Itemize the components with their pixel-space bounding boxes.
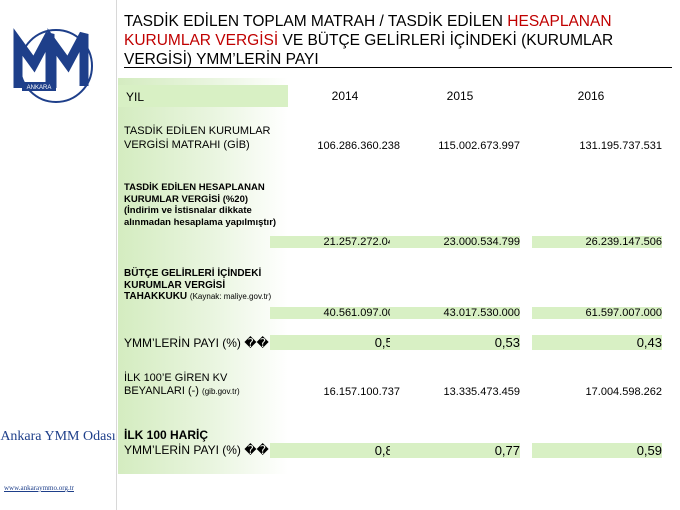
row-label-ilk-100-source: (gib.gov.tr) <box>202 387 240 396</box>
sidebar: ANKARA Ankara YMM Odası www.ankaraymmo.o… <box>0 0 117 510</box>
org-url-link[interactable]: www.ankaraymmo.org.tr <box>4 484 74 492</box>
header-year-2016: 2016 <box>577 89 605 103</box>
row-ymm-payi-2015: 0,53 <box>390 335 520 350</box>
row-label-ilk-100: İLK 100’E GİREN KV BEYANLARI (-) (gib.go… <box>124 372 274 398</box>
row-label-hesaplanan-kv: TASDİK EDİLEN HESAPLANAN KURUMLAR VERGİS… <box>124 182 277 228</box>
row-label-ymm-payi: YMM’LERİN PAYI (%) �� <box>124 336 269 350</box>
header-year-2014: 2014 <box>331 89 359 103</box>
row-ilk-100-2014: 16.157.100.737 <box>323 386 400 398</box>
title-part-2: VE BÜTÇE GELİRLERİ İÇİNDEKİ (KURUMLAR VE… <box>124 32 614 68</box>
title-divider <box>124 67 672 68</box>
title-part-1: TASDİK EDİLEN TOPLAM MATRAH / TASDİK EDİ… <box>124 13 508 30</box>
row-ymm-payi-2014: 0,52 <box>270 335 400 350</box>
row-ymm-payi-2016: 0,43 <box>532 335 662 350</box>
row-label-ilk-100-haric: İLK 100 HARİÇ YMM’LERİN PAYI (%) �� <box>124 428 269 458</box>
header-year-2015: 2015 <box>446 89 474 103</box>
row-label-butce-kv: BÜTÇE GELİRLERİ İÇİNDEKİ KURUMLAR VERGİS… <box>124 268 284 303</box>
row-matrah-2015: 115.002.673.997 <box>438 140 520 152</box>
label-column-background <box>118 78 288 474</box>
row-matrah-2014: 106.286.360.238 <box>317 140 400 152</box>
header-label: YIL <box>126 90 145 104</box>
row-hesaplanan-kv-2016: 26.239.147.506 <box>532 236 662 248</box>
row-label-ilk-100-haric-line1: İLK 100 HARİÇ <box>124 428 209 442</box>
row-butce-kv-2016: 61.597.007.000 <box>532 307 662 319</box>
row-matrah-2016: 131.195.737.531 <box>579 140 662 152</box>
row-butce-kv-2015: 43.017.530.000 <box>390 307 520 319</box>
header-highlight <box>118 85 288 107</box>
ankara-ymm-logo: ANKARA <box>13 28 93 103</box>
row-ilk-100-haric-2015: 0,77 <box>390 443 520 458</box>
row-label-matrah: TASDİK EDİLEN KURUMLAR VERGİSİ MATRAHI (… <box>124 125 271 151</box>
row-hesaplanan-kv-2015: 23.000.534.799 <box>390 236 520 248</box>
row-label-ilk-100-haric-line2: YMM’LERİN PAYI (%) �� <box>124 443 269 457</box>
row-ilk-100-2015: 13.335.473.459 <box>443 386 520 398</box>
row-hesaplanan-kv-2014: 21.257.272.048 <box>270 236 400 248</box>
row-label-butce-kv-text: BÜTÇE GELİRLERİ İÇİNDEKİ KURUMLAR VERGİS… <box>124 268 262 302</box>
page-title: TASDİK EDİLEN TOPLAM MATRAH / TASDİK EDİ… <box>124 12 672 69</box>
row-butce-kv-2014: 40.561.097.000 <box>270 307 400 319</box>
logo-text: ANKARA <box>27 85 52 91</box>
org-name: Ankara YMM Odası <box>0 429 116 444</box>
row-label-butce-kv-source: (Kaynak: maliye.gov.tr) <box>189 292 272 301</box>
row-ilk-100-haric-2016: 0,59 <box>532 443 662 458</box>
row-ilk-100-haric-2014: 0,87 <box>270 443 400 458</box>
row-label-ilk-100-text: İLK 100’E GİREN KV BEYANLARI (-) <box>124 372 228 397</box>
title-highlight: HESAPLANAN KURUMLAR VERGİSİ <box>124 13 612 49</box>
row-ilk-100-2016: 17.004.598.262 <box>585 386 662 398</box>
